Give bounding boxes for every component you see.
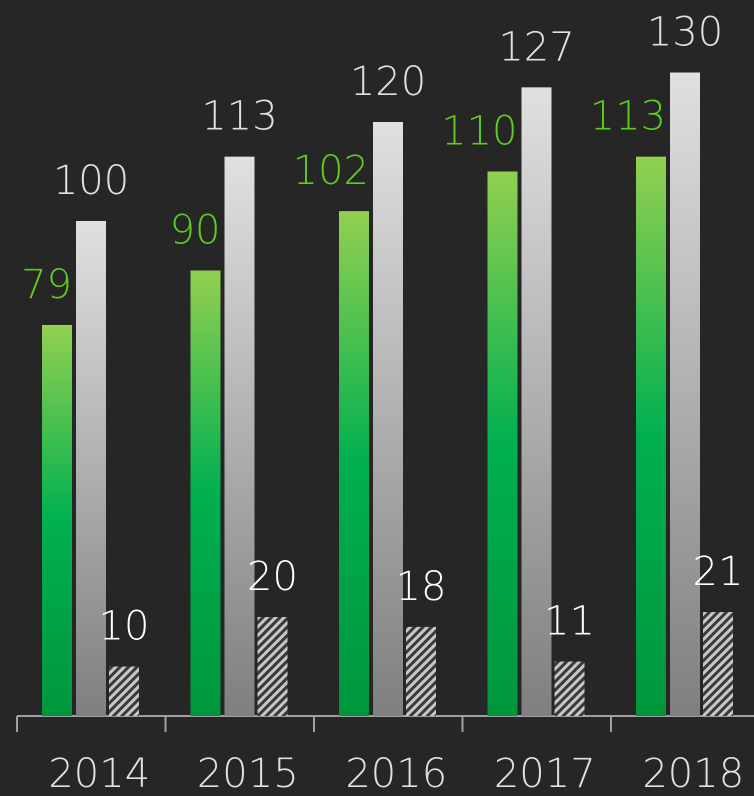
- data-label: 127: [498, 24, 574, 70]
- data-label: 113: [590, 94, 666, 140]
- data-label: 21: [693, 549, 744, 595]
- data-label: 18: [396, 564, 447, 610]
- bar: [224, 156, 255, 716]
- x-tick-label: 2016: [345, 751, 447, 796]
- bar: [339, 211, 369, 716]
- bar: [257, 617, 288, 716]
- bar: [190, 270, 221, 716]
- x-tick-label: 2018: [642, 751, 744, 796]
- data-label: 102: [293, 148, 369, 194]
- x-tick-label: 2017: [494, 751, 596, 796]
- bar: [487, 171, 518, 716]
- data-label: 10: [99, 604, 150, 650]
- x-tick-label: 2014: [48, 751, 150, 796]
- data-label: 100: [53, 158, 129, 204]
- data-label: 113: [201, 94, 277, 140]
- x-tick-label: 2015: [197, 751, 299, 796]
- data-label: 90: [170, 208, 221, 254]
- data-label: 20: [247, 554, 298, 600]
- bar: [76, 221, 106, 716]
- bar: [521, 87, 552, 717]
- bar: [42, 324, 72, 716]
- data-label: 130: [647, 10, 723, 56]
- data-label: 11: [544, 599, 595, 645]
- bar: [554, 661, 585, 716]
- data-label: 79: [21, 262, 72, 308]
- bar: [670, 72, 700, 716]
- bar: [109, 666, 139, 716]
- data-label: 120: [350, 59, 426, 105]
- bar: [703, 612, 733, 716]
- bar: [373, 122, 403, 716]
- bar: [636, 156, 666, 716]
- data-label: 110: [441, 109, 517, 155]
- bar: [406, 626, 436, 716]
